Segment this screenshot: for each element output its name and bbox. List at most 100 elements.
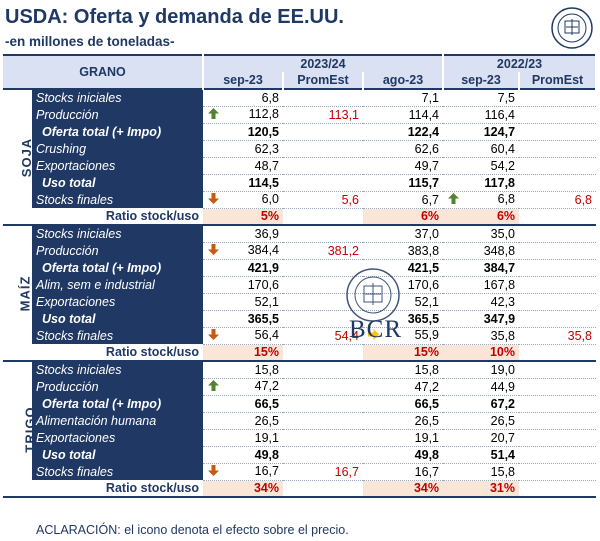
table-cell: 124,7 bbox=[443, 123, 520, 141]
cell-value: 49,8 bbox=[414, 447, 440, 462]
row-label: Alim, sem e industrial bbox=[32, 276, 203, 293]
table-cell: 19,0 bbox=[443, 360, 520, 379]
table-cell: 421,9 bbox=[203, 259, 283, 277]
table-cell: 49,8 bbox=[363, 446, 444, 464]
table-cell: 48,7 bbox=[203, 157, 283, 175]
table-cell: 120,5 bbox=[203, 123, 283, 141]
table-cell: 19,1 bbox=[203, 429, 283, 447]
cell-value: 66,5 bbox=[254, 396, 279, 411]
cell-value: 116,4 bbox=[484, 107, 516, 122]
bcr-seal-logo bbox=[551, 7, 593, 49]
table-row: Alim, sem e industrial 170,6 170,6 167,8 bbox=[3, 276, 597, 294]
column-header: PromEst bbox=[283, 72, 364, 89]
table-cell: 6,0 bbox=[203, 191, 283, 209]
table-cell: 15,8 bbox=[203, 360, 283, 379]
table-cell: 54,4 bbox=[283, 327, 363, 345]
row-label: Oferta total (+ Impo) bbox=[32, 123, 203, 140]
row-label: Producción bbox=[32, 242, 203, 259]
ratio-cell: 34% bbox=[203, 480, 283, 498]
table-cell bbox=[519, 276, 597, 294]
cell-value: 15,8 bbox=[490, 464, 516, 479]
table-row: Exportaciones 48,7 49,7 54,2 bbox=[3, 157, 597, 175]
cell-value: 62,6 bbox=[414, 141, 440, 156]
cell-value: 6,7 bbox=[421, 192, 440, 207]
cell-value: 19,0 bbox=[490, 362, 516, 377]
table-cell: 55,9 bbox=[363, 327, 444, 345]
table-row: Stocks finales 56,4 54,4 55,9 35,8 35,8 bbox=[3, 327, 597, 345]
cell-value: 54,2 bbox=[490, 158, 516, 173]
ratio-label: Ratio stock/uso bbox=[32, 480, 203, 498]
footnote: ACLARACIÓN: el icono denota el efecto so… bbox=[36, 523, 349, 537]
table-cell: 7,5 bbox=[443, 88, 520, 107]
supply-demand-table: GRANO 2023/24 2022/23 sep-23 PromEst ago… bbox=[3, 54, 598, 498]
table-cell bbox=[519, 360, 597, 379]
cell-value: 5,6 bbox=[341, 192, 359, 207]
table-cell bbox=[519, 157, 597, 175]
cell-value: 26,5 bbox=[254, 413, 279, 428]
cell-value: 113,1 bbox=[328, 107, 359, 122]
table-cell: 348,8 bbox=[443, 242, 520, 260]
ratio-cell: 34% bbox=[363, 480, 444, 498]
table-cell: 365,5 bbox=[363, 310, 444, 328]
cell-value: 421,9 bbox=[247, 260, 279, 275]
cell-value: 37,0 bbox=[414, 226, 440, 241]
table-row: Oferta total (+ Impo) 421,9 421,5 384,7 bbox=[3, 259, 597, 277]
cell-value: 6,8 bbox=[497, 191, 516, 206]
row-label: Crushing bbox=[32, 140, 203, 157]
table-row: Producción 47,2 47,2 44,9 bbox=[3, 378, 597, 396]
table-cell bbox=[283, 224, 363, 243]
table-cell: 421,5 bbox=[363, 259, 444, 277]
ratio-row: Ratio stock/uso 5% 6% 6% bbox=[3, 208, 597, 226]
cell-value: 66,5 bbox=[414, 396, 440, 411]
table-row: SOJA Stocks iniciales 6,8 7,1 7,5 bbox=[3, 88, 597, 226]
table-cell: 62,6 bbox=[363, 140, 444, 158]
cell-value: 381,2 bbox=[327, 243, 359, 258]
cell-value: 49,7 bbox=[414, 158, 440, 173]
table-cell bbox=[283, 360, 363, 379]
table-cell: 35,0 bbox=[443, 224, 520, 243]
table-cell bbox=[283, 259, 363, 277]
cell-value: 26,5 bbox=[414, 413, 440, 428]
cell-value: 60,4 bbox=[490, 141, 516, 156]
row-label: Oferta total (+ Impo) bbox=[32, 395, 203, 412]
table-row: Oferta total (+ Impo) 120,5 122,4 124,7 bbox=[3, 123, 597, 141]
table-cell: 6,7 bbox=[363, 191, 444, 209]
table-cell: 116,4 bbox=[443, 106, 520, 124]
cell-value: 20,7 bbox=[490, 430, 516, 445]
table-cell: 36,9 bbox=[203, 224, 283, 243]
cell-value: 52,1 bbox=[414, 294, 440, 309]
ratio-cell bbox=[519, 480, 597, 498]
table-row: Producción 384,4 381,2 383,8 348,8 bbox=[3, 242, 597, 260]
cell-value: 6,8 bbox=[261, 90, 279, 105]
table-cell bbox=[283, 310, 363, 328]
cell-value: 16,7 bbox=[254, 463, 279, 478]
column-header: ago-23 bbox=[363, 72, 445, 89]
cell-value: 19,1 bbox=[254, 430, 279, 445]
row-label: Stocks iniciales bbox=[32, 88, 203, 106]
cell-value: 7,1 bbox=[421, 90, 440, 105]
row-label: Exportaciones bbox=[32, 293, 203, 310]
table-cell: 383,8 bbox=[363, 242, 444, 260]
ratio-cell: 31% bbox=[443, 480, 520, 498]
table-row: TRIGO Stocks iniciales 15,8 15,8 19,0 bbox=[3, 360, 597, 498]
cell-value: 44,9 bbox=[490, 379, 516, 394]
table-cell bbox=[283, 395, 363, 413]
cell-value: 42,3 bbox=[490, 294, 516, 309]
cell-value: 365,5 bbox=[407, 311, 440, 326]
grain-label: MAÍZ bbox=[3, 224, 32, 362]
ratio-cell bbox=[283, 208, 363, 226]
row-label: Uso total bbox=[32, 174, 203, 191]
cell-value: 54,4 bbox=[334, 328, 359, 343]
row-label: Stocks finales bbox=[32, 191, 203, 208]
arrow-down-icon bbox=[207, 464, 225, 480]
table-cell: 52,1 bbox=[203, 293, 283, 311]
table-cell: 54,2 bbox=[443, 157, 520, 175]
table-cell: 117,8 bbox=[443, 174, 520, 192]
table-cell: 47,2 bbox=[363, 378, 444, 396]
table-cell bbox=[519, 446, 597, 464]
table-cell: 15,8 bbox=[443, 463, 520, 481]
bcr-watermark-text: BCR bbox=[349, 316, 403, 343]
row-label: Exportaciones bbox=[32, 157, 203, 174]
cell-value: 52,1 bbox=[254, 294, 279, 309]
table-cell: 381,2 bbox=[283, 242, 363, 260]
